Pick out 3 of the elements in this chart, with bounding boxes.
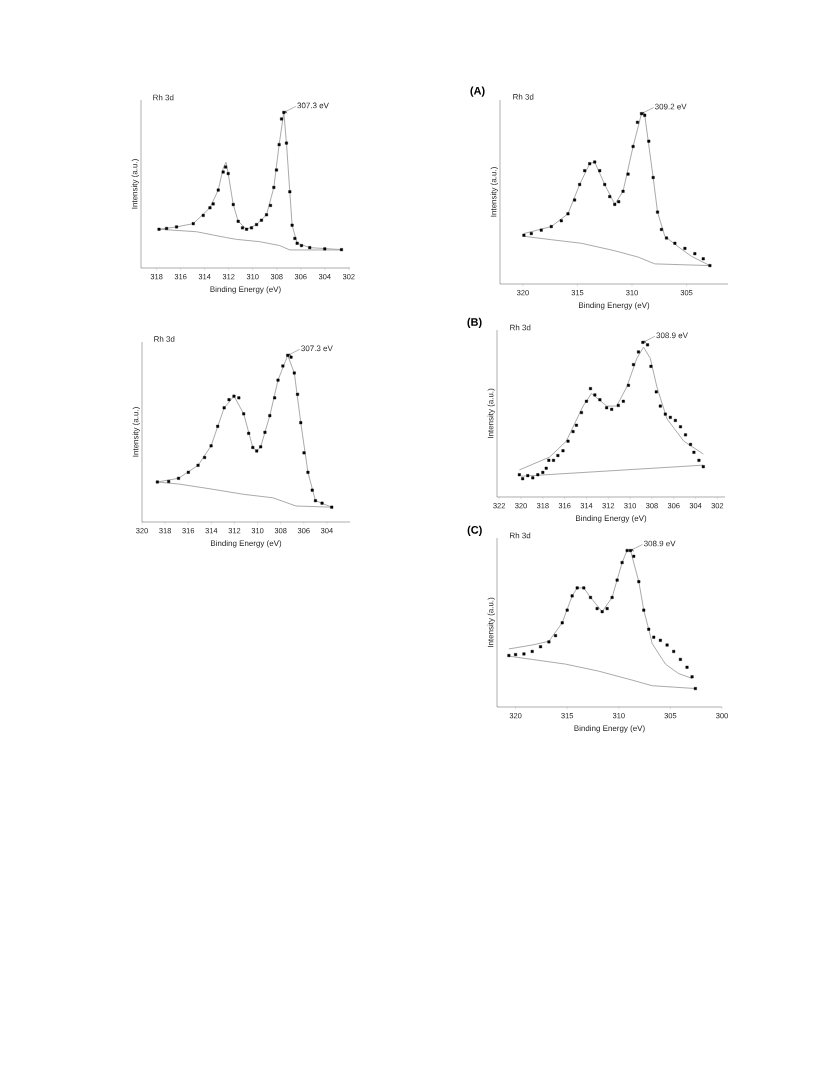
chart-title: (C) bbox=[467, 525, 482, 536]
chart-title: (B) bbox=[467, 317, 482, 329]
chart-title: (A) bbox=[470, 86, 485, 97]
